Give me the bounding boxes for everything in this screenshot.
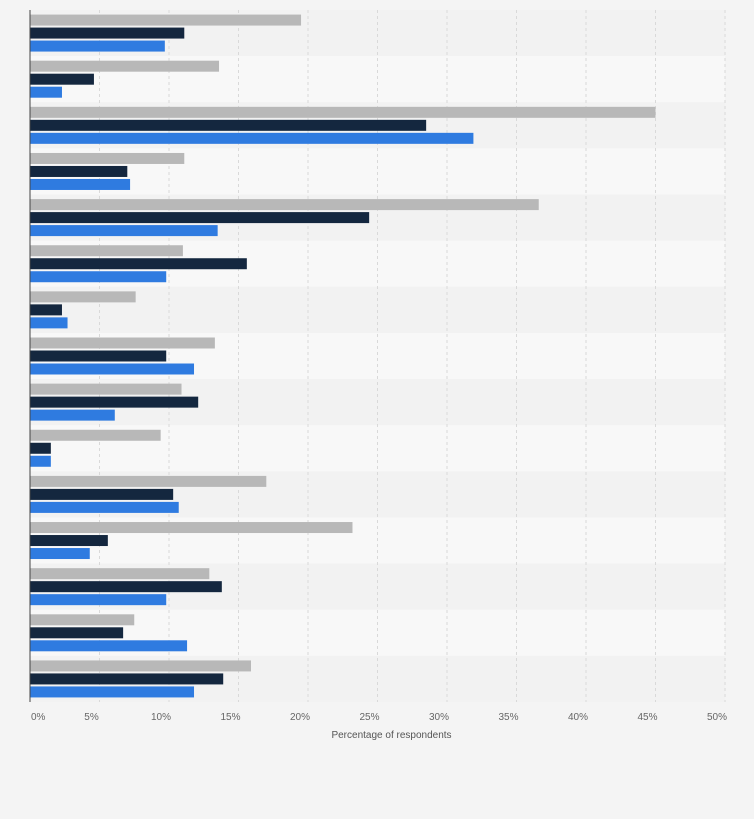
bar-2-row-14 [30, 627, 124, 639]
bar-1-row-10 [30, 429, 161, 441]
bar-1-row-15 [30, 660, 252, 672]
x-tick-label: 40% [568, 712, 588, 723]
bar-1-row-14 [30, 614, 135, 626]
bar-1-row-6 [30, 245, 183, 257]
bar-3-row-15 [30, 686, 195, 698]
x-tick-label: 25% [359, 712, 379, 723]
x-tick-label: 5% [84, 712, 99, 723]
bar-3-row-11 [30, 501, 179, 513]
x-tick-label: 35% [498, 712, 518, 723]
bar-3-row-8 [30, 363, 195, 375]
bar-3-row-1 [30, 40, 165, 52]
bar-1-row-2 [30, 60, 220, 72]
bar-2-row-11 [30, 488, 174, 500]
x-tick-label: 0% [31, 712, 46, 723]
x-axis-title: Percentage of respondents [331, 730, 451, 741]
bar-1-row-3 [30, 106, 656, 118]
bar-2-row-8 [30, 350, 167, 362]
x-tick-label: 30% [429, 712, 449, 723]
bar-3-row-6 [30, 271, 167, 283]
bar-3-row-13 [30, 594, 167, 606]
bar-2-row-12 [30, 535, 108, 547]
bar-3-row-7 [30, 317, 68, 329]
x-tick-label: 50% [707, 712, 727, 723]
bar-1-row-9 [30, 383, 182, 395]
bar-2-row-2 [30, 73, 94, 85]
bar-2-row-15 [30, 673, 224, 685]
bar-2-row-5 [30, 212, 370, 224]
bar-1-row-8 [30, 337, 215, 349]
bars [30, 14, 656, 698]
bar-3-row-10 [30, 455, 51, 467]
bar-2-row-4 [30, 165, 128, 177]
bar-1-row-13 [30, 568, 210, 580]
bar-1-row-11 [30, 475, 267, 487]
bar-2-row-1 [30, 27, 185, 39]
bar-2-row-9 [30, 396, 199, 408]
bar-3-row-5 [30, 225, 218, 237]
bar-3-row-2 [30, 86, 62, 98]
bar-2-row-7 [30, 304, 62, 316]
bar-2-row-10 [30, 442, 51, 454]
bar-2-row-6 [30, 258, 247, 270]
bar-1-row-5 [30, 199, 539, 211]
bar-2-row-13 [30, 581, 222, 593]
bar-1-row-7 [30, 291, 136, 303]
bar-3-row-12 [30, 548, 90, 560]
x-tick-label: 15% [220, 712, 240, 723]
bar-1-row-4 [30, 152, 185, 164]
x-tick-label: 45% [637, 712, 657, 723]
x-axis-ticks: 0% 5% 10% 15% 20% 25% 30% 35% 40% 45% 50% [31, 712, 727, 723]
bar-3-row-9 [30, 409, 115, 421]
x-tick-label: 20% [290, 712, 310, 723]
x-tick-label: 10% [151, 712, 171, 723]
bar-3-row-14 [30, 640, 188, 652]
bar-1-row-1 [30, 14, 302, 26]
bar-3-row-4 [30, 178, 131, 190]
bar-3-row-3 [30, 132, 474, 144]
bar-1-row-12 [30, 522, 353, 534]
bar-2-row-3 [30, 119, 427, 131]
